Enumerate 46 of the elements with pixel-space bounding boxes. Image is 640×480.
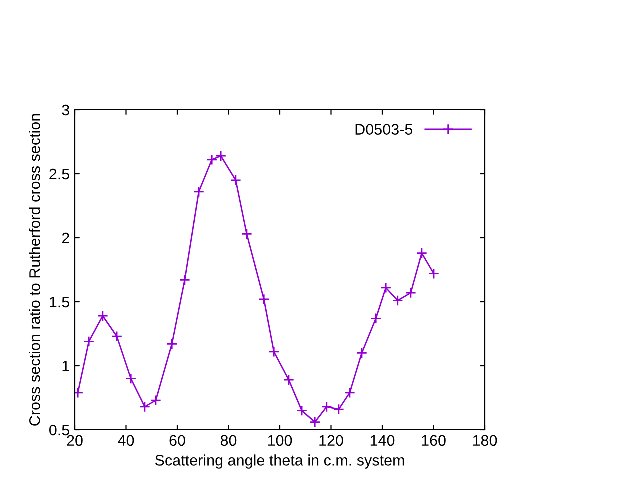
point [296,405,308,416]
point [216,150,227,162]
point [370,313,382,324]
point [416,248,428,259]
x-tick-label: 80 [220,435,237,446]
point [84,336,95,348]
y-tick-label: 1.5 [50,297,70,308]
point [333,404,344,416]
y-tick-label: 2.5 [50,168,70,180]
point [405,287,416,299]
point [206,154,218,166]
y-axis-title: Cross section ratio to Rutherford cross section [29,114,40,426]
y-tick-label: 0.5 [50,424,70,436]
x-tick-label: 160 [422,435,446,446]
point [179,274,190,286]
x-tick-label: 60 [170,435,186,446]
point [258,294,270,305]
point [356,348,368,359]
point [310,416,321,428]
point [268,346,280,358]
point [428,268,440,280]
x-tick-label: 180 [473,435,498,446]
x-tick-label: 40 [118,435,134,446]
x-tick-label: 140 [370,435,395,446]
legend-label: D0503-5 [356,124,413,135]
point [193,186,205,198]
point [139,401,151,413]
point [380,282,392,294]
point [97,310,108,322]
x-tick-label: 20 [67,435,83,446]
point [166,338,178,350]
y-tick-label: 1 [62,361,70,372]
point [126,373,137,384]
point [321,401,332,413]
point [230,174,242,186]
x-axis-title: Scattering angle theta in c.m. system [155,454,404,469]
point [344,387,356,398]
point [392,295,404,306]
x-tick-label: 120 [320,435,344,446]
point [150,395,162,406]
point [111,331,123,342]
point [283,374,295,386]
x-tick-label: 100 [268,435,292,446]
y-tick-label: 2 [62,232,70,244]
point [241,228,252,240]
y-tick-label: 3 [62,104,70,116]
